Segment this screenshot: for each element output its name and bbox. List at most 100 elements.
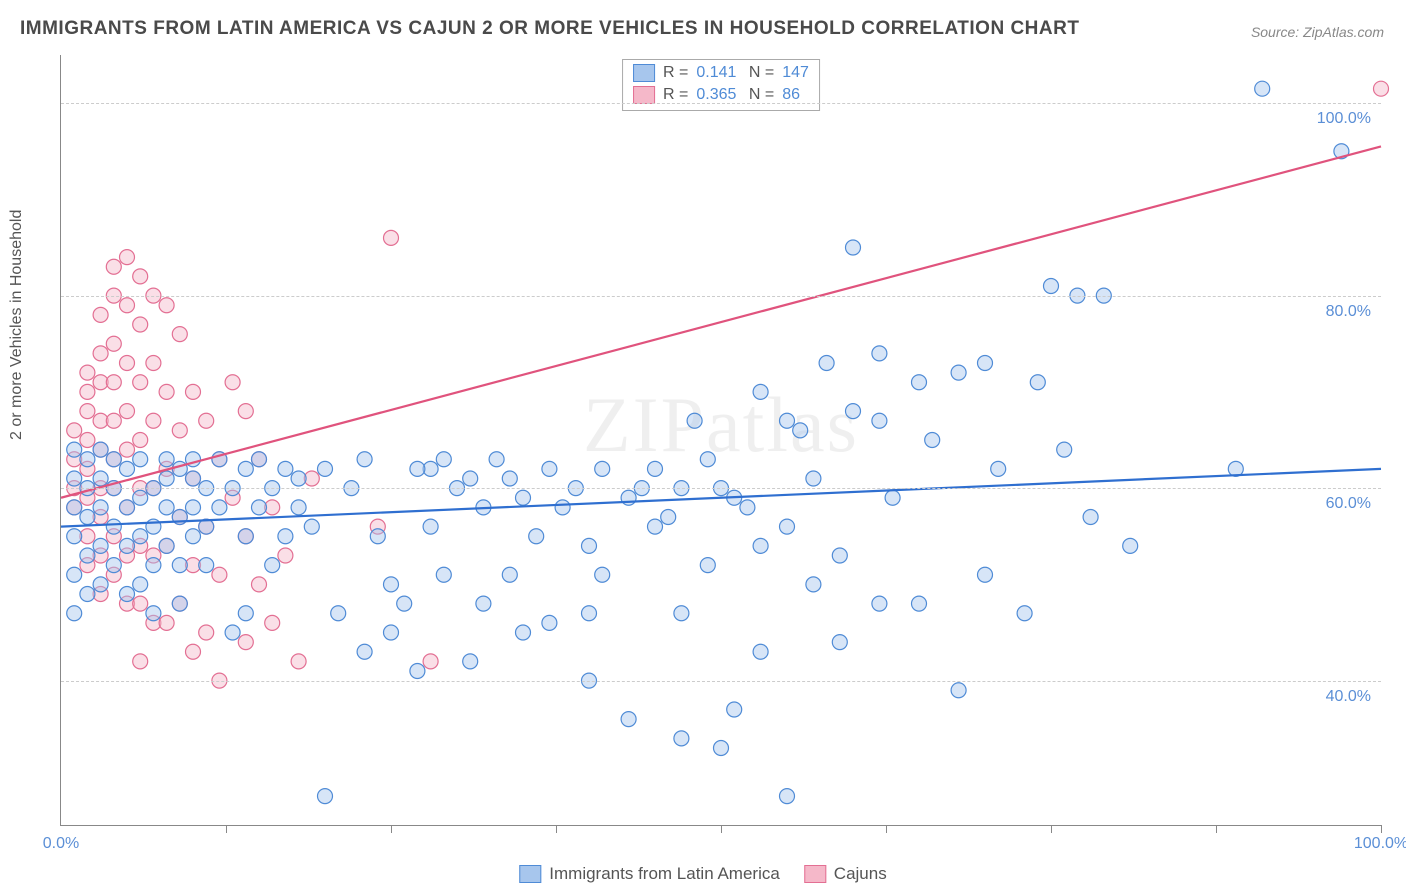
scatter-point bbox=[133, 269, 148, 284]
scatter-point bbox=[106, 413, 121, 428]
scatter-point bbox=[159, 471, 174, 486]
scatter-point bbox=[331, 606, 346, 621]
scatter-point bbox=[318, 789, 333, 804]
chart-container: IMMIGRANTS FROM LATIN AMERICA VS CAJUN 2… bbox=[0, 0, 1406, 892]
scatter-point bbox=[753, 538, 768, 553]
scatter-point bbox=[278, 529, 293, 544]
scatter-point bbox=[120, 442, 135, 457]
x-tick bbox=[391, 825, 392, 833]
scatter-point bbox=[1083, 510, 1098, 525]
scatter-point bbox=[291, 654, 306, 669]
scatter-point bbox=[265, 615, 280, 630]
scatter-point bbox=[661, 510, 676, 525]
scatter-point bbox=[925, 433, 940, 448]
scatter-point bbox=[370, 529, 385, 544]
scatter-point bbox=[225, 375, 240, 390]
scatter-point bbox=[133, 654, 148, 669]
scatter-point bbox=[529, 529, 544, 544]
scatter-point bbox=[872, 596, 887, 611]
scatter-point bbox=[410, 461, 425, 476]
scatter-point bbox=[1044, 279, 1059, 294]
scatter-point bbox=[212, 567, 227, 582]
legend-swatch-series-1 bbox=[519, 865, 541, 883]
legend-swatch-series-1 bbox=[633, 64, 655, 82]
scatter-point bbox=[172, 596, 187, 611]
scatter-point bbox=[436, 567, 451, 582]
scatter-point bbox=[700, 558, 715, 573]
scatter-point bbox=[252, 577, 267, 592]
legend-n-value-1: 147 bbox=[782, 62, 809, 84]
scatter-point bbox=[1057, 442, 1072, 457]
legend-series-label-2: Cajuns bbox=[834, 864, 887, 884]
scatter-point bbox=[199, 413, 214, 428]
scatter-point bbox=[1030, 375, 1045, 390]
scatter-point bbox=[172, 558, 187, 573]
legend-series-box: Immigrants from Latin America Cajuns bbox=[519, 864, 886, 884]
scatter-point bbox=[714, 741, 729, 756]
scatter-point bbox=[93, 538, 108, 553]
legend-stats-row-1: R = 0.141 N = 147 bbox=[633, 62, 809, 84]
scatter-point bbox=[80, 587, 95, 602]
y-tick-label: 60.0% bbox=[1326, 495, 1371, 513]
scatter-point bbox=[159, 615, 174, 630]
scatter-point bbox=[120, 587, 135, 602]
scatter-point bbox=[516, 625, 531, 640]
scatter-point bbox=[67, 500, 82, 515]
x-tick bbox=[886, 825, 887, 833]
scatter-point bbox=[687, 413, 702, 428]
chart-title: IMMIGRANTS FROM LATIN AMERICA VS CAJUN 2… bbox=[20, 18, 1079, 40]
scatter-point bbox=[832, 548, 847, 563]
scatter-point bbox=[93, 442, 108, 457]
scatter-point bbox=[780, 413, 795, 428]
scatter-point bbox=[67, 606, 82, 621]
scatter-point bbox=[819, 356, 834, 371]
scatter-point bbox=[674, 606, 689, 621]
scatter-point bbox=[291, 471, 306, 486]
scatter-point bbox=[516, 490, 531, 505]
x-tick bbox=[1216, 825, 1217, 833]
scatter-point bbox=[172, 423, 187, 438]
scatter-point bbox=[159, 384, 174, 399]
scatter-point bbox=[1017, 606, 1032, 621]
scatter-point bbox=[186, 384, 201, 399]
scatter-point bbox=[199, 625, 214, 640]
scatter-point bbox=[93, 346, 108, 361]
scatter-point bbox=[80, 548, 95, 563]
legend-series-item-1: Immigrants from Latin America bbox=[519, 864, 780, 884]
scatter-point bbox=[93, 307, 108, 322]
scatter-point bbox=[727, 702, 742, 717]
scatter-point bbox=[93, 577, 108, 592]
scatter-point bbox=[265, 558, 280, 573]
scatter-point bbox=[186, 644, 201, 659]
scatter-point bbox=[648, 461, 663, 476]
scatter-point bbox=[436, 452, 451, 467]
scatter-point bbox=[502, 567, 517, 582]
legend-series-item-2: Cajuns bbox=[804, 864, 887, 884]
scatter-point bbox=[252, 500, 267, 515]
scatter-point bbox=[186, 529, 201, 544]
scatter-point bbox=[502, 471, 517, 486]
scatter-point bbox=[278, 461, 293, 476]
scatter-point bbox=[846, 240, 861, 255]
scatter-point bbox=[542, 461, 557, 476]
scatter-point bbox=[753, 644, 768, 659]
scatter-point bbox=[555, 500, 570, 515]
scatter-point bbox=[384, 577, 399, 592]
scatter-point bbox=[912, 375, 927, 390]
scatter-point bbox=[384, 230, 399, 245]
scatter-point bbox=[225, 625, 240, 640]
scatter-point bbox=[67, 471, 82, 486]
scatter-point bbox=[146, 558, 161, 573]
scatter-point bbox=[80, 433, 95, 448]
scatter-point bbox=[252, 452, 267, 467]
y-axis-label: 2 or more Vehicles in Household bbox=[8, 210, 26, 440]
legend-r-value-1: 0.141 bbox=[696, 62, 736, 84]
scatter-point bbox=[159, 298, 174, 313]
scatter-point bbox=[120, 461, 135, 476]
scatter-point bbox=[1255, 81, 1270, 96]
scatter-point bbox=[951, 365, 966, 380]
scatter-point bbox=[159, 538, 174, 553]
scatter-point bbox=[740, 500, 755, 515]
gridline bbox=[61, 681, 1381, 682]
scatter-point bbox=[582, 538, 597, 553]
